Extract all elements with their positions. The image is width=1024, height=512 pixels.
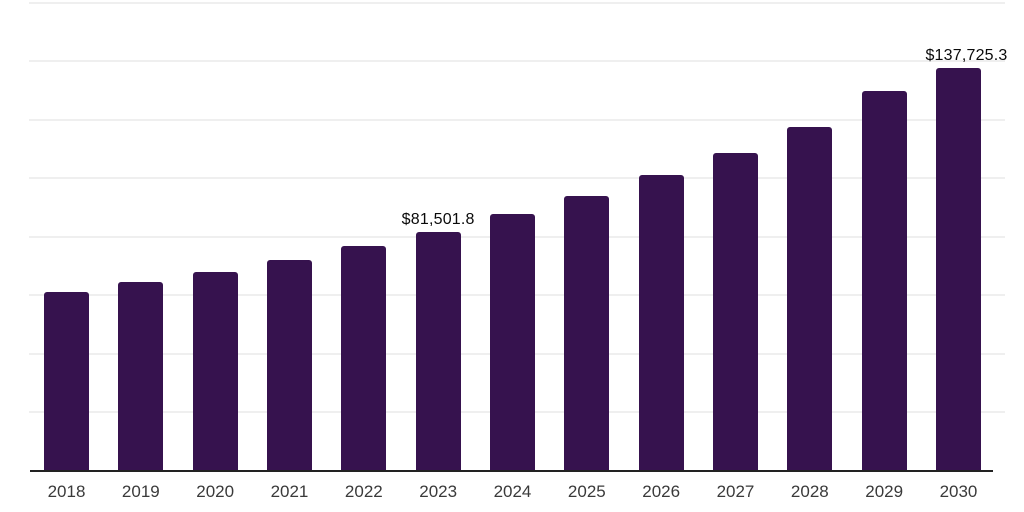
x-tick-2030: 2030 [939, 482, 978, 501]
bar-2026 [638, 175, 684, 471]
x-tick-2018: 2018 [47, 482, 86, 501]
bar-2027 [712, 152, 758, 471]
bar-2019 [118, 282, 164, 471]
bar-2018 [44, 292, 89, 471]
value-label-2030: $137,725.3 [925, 46, 1008, 64]
gridline-140000 [29, 60, 1005, 62]
x-tick-2026: 2026 [642, 482, 681, 501]
bar-2028 [787, 126, 833, 471]
gridline-160000 [29, 1, 1005, 4]
x-tick-2025: 2025 [567, 482, 606, 501]
x-tick-2027: 2027 [716, 482, 755, 501]
bar-2025 [564, 196, 610, 471]
bar-2021 [266, 260, 312, 471]
x-tick-2019: 2019 [121, 482, 160, 501]
value-label-2023: $81,501.8 [401, 211, 475, 229]
gridline-120000 [29, 118, 1005, 121]
x-tick-2020: 2020 [196, 482, 235, 501]
x-tick-2029: 2029 [865, 482, 904, 501]
x-tick-2028: 2028 [790, 482, 829, 501]
x-tick-2022: 2022 [344, 482, 383, 501]
bar-2030 [935, 67, 981, 471]
x-tick-2023: 2023 [419, 482, 458, 501]
x-tick-2024: 2024 [493, 482, 532, 501]
bar-2029 [861, 91, 907, 471]
bar-2024 [489, 213, 535, 471]
x-axis-line [30, 469, 993, 472]
bar-2020 [192, 272, 238, 471]
bar-2023 [415, 232, 461, 471]
gridline-100000 [29, 177, 1005, 179]
bar-2022 [341, 245, 387, 471]
x-tick-2021: 2021 [270, 482, 309, 501]
